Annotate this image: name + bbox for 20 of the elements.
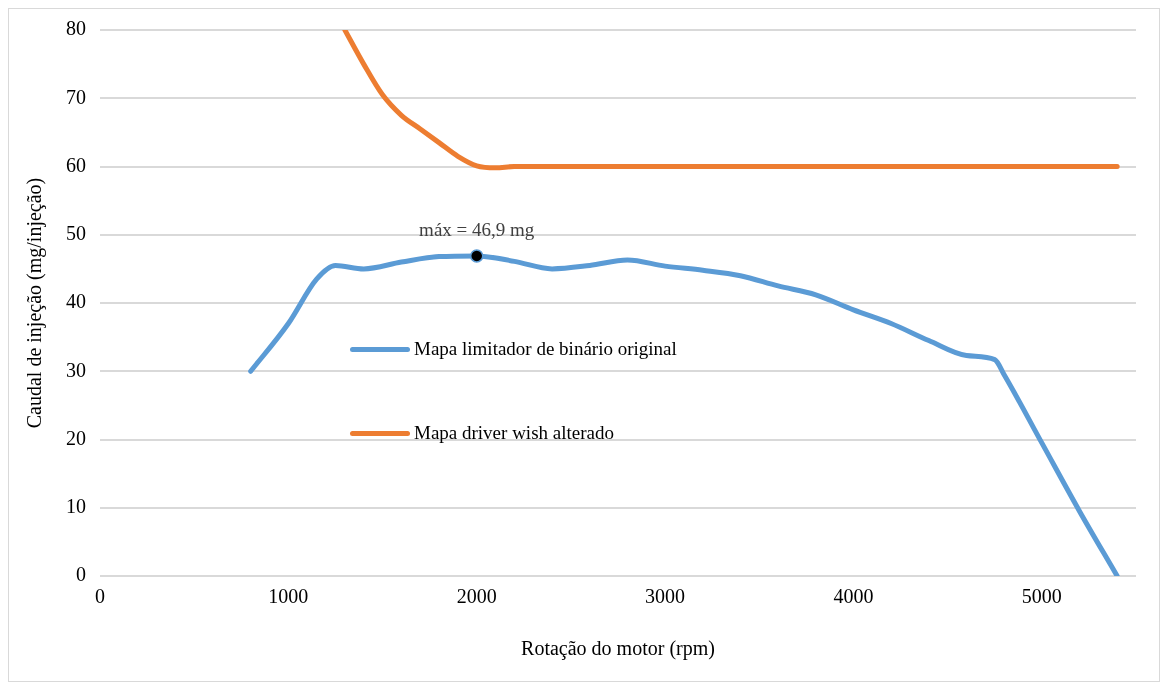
- y-axis-title: Caudal de injeção (mg/injeção): [23, 177, 47, 429]
- x-axis-title: Rotação do motor (rpm): [521, 637, 715, 661]
- annotation: máx = 46,9 mg: [419, 219, 535, 241]
- x-tick-label: 1000: [268, 585, 309, 608]
- x-tick-label: 5000: [1021, 585, 1062, 608]
- y-tick-label: 50: [66, 222, 86, 244]
- y-tick-label: 0: [76, 563, 86, 586]
- x-tick-label: 2000: [456, 585, 497, 608]
- y-tick-label: 20: [66, 426, 86, 449]
- x-tick-label: 0: [95, 585, 105, 608]
- x-tick-label: 3000: [645, 585, 686, 608]
- y-tick-label: 60: [66, 153, 86, 176]
- legend-label: Mapa limitador de binário original: [414, 338, 677, 360]
- y-tick-label: 30: [66, 358, 86, 381]
- y-tick-label: 40: [66, 290, 86, 313]
- y-tick-label: 70: [66, 85, 86, 108]
- legend-label: Mapa driver wish alterado: [414, 422, 614, 444]
- y-tick-label: 80: [66, 17, 86, 40]
- y-tick-label: 10: [66, 495, 86, 517]
- x-tick-label: 4000: [833, 585, 874, 608]
